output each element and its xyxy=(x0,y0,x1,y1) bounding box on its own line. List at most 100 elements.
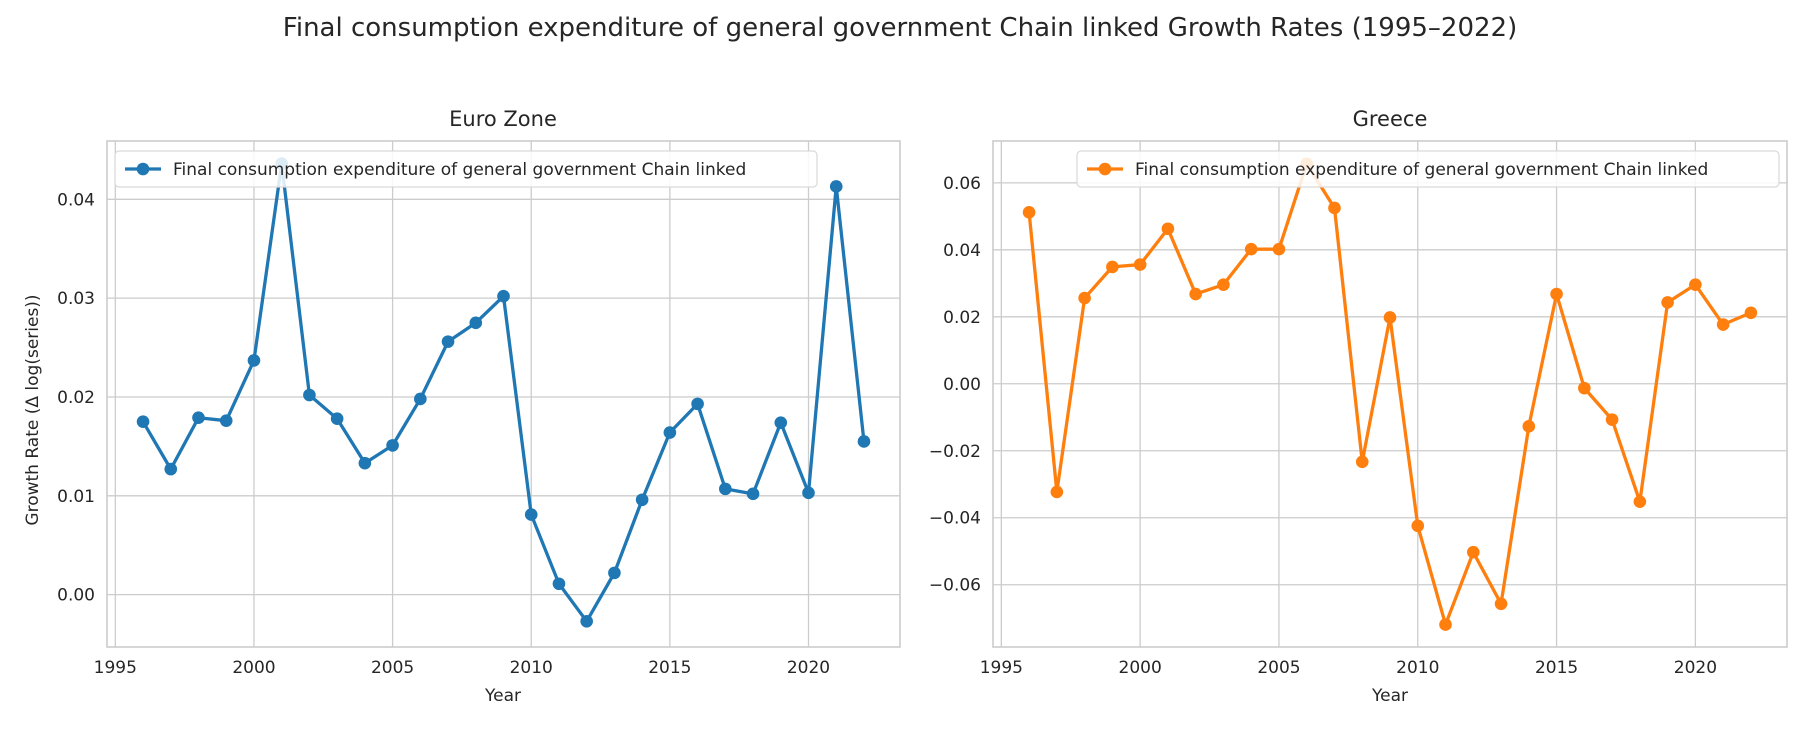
data-point xyxy=(857,435,871,448)
series-line xyxy=(1027,162,1752,627)
data-point xyxy=(219,414,233,427)
data-point xyxy=(1605,413,1619,426)
data-point xyxy=(524,508,538,521)
legend-marker-swatch xyxy=(136,162,150,176)
data-point xyxy=(358,456,372,470)
data-point xyxy=(829,180,843,193)
data-point xyxy=(441,335,455,348)
data-point xyxy=(1744,306,1758,320)
data-point xyxy=(497,289,510,303)
axes-frame xyxy=(106,140,901,648)
data-point xyxy=(1328,201,1341,215)
data-point xyxy=(1494,597,1508,611)
data-point xyxy=(663,426,677,439)
y-tick-label: −0.06 xyxy=(929,576,981,596)
series xyxy=(1022,157,1758,631)
y-tick-label: −0.04 xyxy=(929,509,981,529)
data-point xyxy=(1106,260,1119,274)
data-point xyxy=(469,316,483,330)
y-tick-label: 0.04 xyxy=(57,190,95,210)
y-tick-label: 0.06 xyxy=(943,174,981,194)
grid xyxy=(993,141,1787,647)
data-point xyxy=(414,392,427,406)
data-point xyxy=(1078,291,1091,305)
panel-title: Euro Zone xyxy=(449,107,557,131)
x-tick-label: 2000 xyxy=(232,658,275,678)
x-tick-label: 2015 xyxy=(1535,658,1578,678)
chart-panel-euro-zone: Euro Zone Year Growth Rate (Δ log(series… xyxy=(23,107,901,706)
data-point xyxy=(303,388,316,402)
x-tick-label: 2005 xyxy=(1257,658,1300,678)
y-tick-label: 0.03 xyxy=(57,289,95,309)
data-point xyxy=(247,354,261,367)
data-point xyxy=(1244,242,1258,256)
data-point xyxy=(774,416,788,429)
chart-panel-greece: Greece Year 1995 2000 2005 2010 2015 2020 −0.0… xyxy=(929,107,1788,706)
data-point xyxy=(1689,278,1702,291)
data-point xyxy=(608,566,621,580)
data-point xyxy=(552,577,566,591)
data-point xyxy=(1383,311,1397,324)
legend-label: Final consumption expenditure of general… xyxy=(173,160,746,180)
data-point xyxy=(1439,618,1452,631)
panel-title: Greece xyxy=(1353,107,1428,131)
data-point xyxy=(164,462,178,476)
data-point xyxy=(746,487,760,501)
data-point xyxy=(1716,318,1730,331)
data-point xyxy=(1411,519,1425,533)
x-axis-label: Year xyxy=(1371,686,1408,706)
data-point xyxy=(1578,381,1591,395)
y-tick-label: 0.04 xyxy=(943,241,981,261)
y-tick-label: 0.00 xyxy=(57,586,95,606)
y-axis-label: Growth Rate (Δ log(series)) xyxy=(23,294,43,525)
y-tick-label: 0.02 xyxy=(943,308,981,328)
x-tick-label: 2010 xyxy=(1396,658,1439,678)
y-tick-label: −0.02 xyxy=(929,442,981,462)
x-tick-label: 1995 xyxy=(980,658,1023,678)
data-point xyxy=(1050,485,1064,499)
data-point xyxy=(1522,420,1536,433)
x-tick-label: 2005 xyxy=(371,658,414,678)
legend-label: Final consumption expenditure of general… xyxy=(1135,160,1708,180)
x-tick-label: 2015 xyxy=(648,658,691,678)
data-point xyxy=(330,412,344,426)
y-tick-label: 0.02 xyxy=(57,388,95,408)
x-tick-label: 2020 xyxy=(787,658,830,678)
y-tick-label: 0.00 xyxy=(943,375,981,395)
data-point xyxy=(1355,455,1369,469)
data-point xyxy=(136,415,150,428)
series xyxy=(136,157,871,628)
legend-box xyxy=(114,150,818,188)
data-point xyxy=(386,439,399,452)
data-point xyxy=(635,493,649,507)
data-point xyxy=(1272,242,1286,256)
legend-box xyxy=(1076,150,1780,188)
figure-title: Final consumption expenditure of general… xyxy=(283,13,1517,43)
data-point xyxy=(1022,206,1036,219)
data-point xyxy=(1189,287,1202,301)
data-point xyxy=(1550,287,1563,301)
axes-frame xyxy=(992,140,1788,648)
x-tick-label: 2020 xyxy=(1674,658,1717,678)
data-point xyxy=(1161,222,1175,236)
grid xyxy=(107,141,900,647)
legend-marker-swatch xyxy=(1098,162,1112,176)
series-line xyxy=(141,162,866,623)
x-tick-label: 1995 xyxy=(94,658,137,678)
x-tick-label: 2010 xyxy=(510,658,553,678)
data-point xyxy=(1633,495,1647,508)
data-point xyxy=(1661,296,1674,309)
data-point xyxy=(580,615,593,628)
data-point xyxy=(802,486,815,500)
legend: Final consumption expenditure of general… xyxy=(114,150,818,188)
data-point xyxy=(719,482,732,496)
data-point xyxy=(1466,545,1480,559)
data-point xyxy=(192,411,205,425)
data-point xyxy=(691,397,704,411)
x-axis-label: Year xyxy=(484,686,521,706)
legend: Final consumption expenditure of general… xyxy=(1076,150,1780,188)
data-point xyxy=(1133,258,1147,271)
y-tick-label: 0.01 xyxy=(57,487,95,507)
x-tick-label: 2000 xyxy=(1119,658,1162,678)
